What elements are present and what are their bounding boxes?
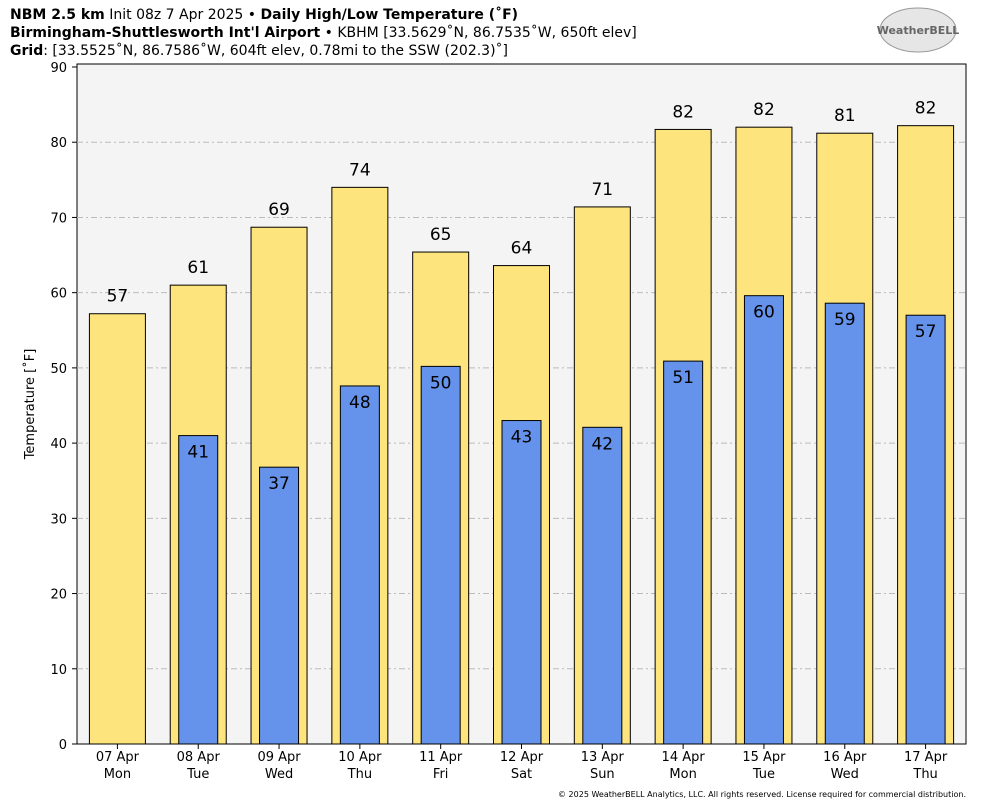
y-tick-label: 60 xyxy=(50,287,67,302)
y-tick-label: 90 xyxy=(50,61,67,76)
x-tick-label: 07 Apr xyxy=(96,750,140,765)
low-bar xyxy=(420,365,461,745)
footer: © 2025 WeatherBELL Analytics, LLC. All r… xyxy=(558,790,966,799)
low-bar xyxy=(582,426,623,745)
x-tick-weekday: Fri xyxy=(433,767,449,782)
y-tick-label: 30 xyxy=(50,512,67,527)
x-tick-weekday: Mon xyxy=(669,767,696,782)
x-tick-weekday: Tue xyxy=(752,767,775,782)
high-label: 81 xyxy=(834,106,856,126)
low-label: 50 xyxy=(430,373,452,393)
low-bar xyxy=(824,302,865,745)
product: Daily High/Low Temperature (˚F) xyxy=(261,6,519,23)
high-label: 82 xyxy=(915,99,937,119)
high-label: 65 xyxy=(430,225,452,245)
low-bar xyxy=(663,360,704,745)
low-label: 41 xyxy=(187,443,209,463)
header-line-2: Birmingham-Shuttlesworth Int'l Airport •… xyxy=(10,24,637,41)
high-label: 64 xyxy=(511,239,533,259)
x-tick-label: 11 Apr xyxy=(419,750,463,765)
grid-info: : [33.5525˚N, 86.7586˚W, 604ft elev, 0.7… xyxy=(43,42,508,59)
x-tick-label: 14 Apr xyxy=(662,750,706,765)
high-label: 61 xyxy=(187,258,209,278)
x-tick-label: 15 Apr xyxy=(742,750,786,765)
high-bar xyxy=(88,313,146,745)
y-tick-label: 20 xyxy=(50,588,67,603)
x-tick-weekday: Wed xyxy=(831,767,859,782)
station: Birmingham-Shuttlesworth Int'l Airport xyxy=(10,25,320,41)
x-tick-weekday: Sat xyxy=(511,767,532,782)
x-tick-weekday: Wed xyxy=(265,767,293,782)
low-label: 60 xyxy=(753,303,775,323)
x-tick-label: 10 Apr xyxy=(338,750,382,765)
low-bar xyxy=(743,295,784,745)
x-tick-label: 16 Apr xyxy=(823,750,867,765)
y-tick-label: 80 xyxy=(50,136,67,151)
x-tick-weekday: Tue xyxy=(186,767,209,782)
x-tick-weekday: Sun xyxy=(590,767,615,782)
low-label: 51 xyxy=(672,368,694,388)
low-label: 43 xyxy=(511,428,533,448)
x-tick-weekday: Thu xyxy=(347,767,372,782)
high-label: 82 xyxy=(753,100,775,120)
low-bar xyxy=(259,466,300,745)
header-line-3: Grid: [33.5525˚N, 86.7586˚W, 604ft elev,… xyxy=(10,42,508,59)
y-tick-label: 70 xyxy=(50,211,67,226)
high-label: 57 xyxy=(107,287,129,307)
x-tick-label: 12 Apr xyxy=(500,750,544,765)
x-tick-label: 13 Apr xyxy=(581,750,625,765)
header-line-1: NBM 2.5 km Init 08z 7 Apr 2025 • Daily H… xyxy=(10,6,518,23)
y-tick-label: 10 xyxy=(50,663,67,678)
station-info: • KBHM [33.5629˚N, 86.7535˚W, 650ft elev… xyxy=(320,24,637,41)
high-label: 69 xyxy=(268,200,290,220)
y-tick-label: 0 xyxy=(59,738,67,753)
high-label: 71 xyxy=(591,180,613,200)
low-bar xyxy=(501,420,542,745)
grid-label: Grid xyxy=(10,43,43,59)
low-label: 48 xyxy=(349,393,371,413)
low-label: 57 xyxy=(915,322,937,342)
y-axis-label: Temperature [˚F] xyxy=(22,349,38,461)
x-tick-label: 17 Apr xyxy=(904,750,948,765)
low-label: 37 xyxy=(268,474,290,494)
low-label: 42 xyxy=(591,434,613,454)
logo-badge xyxy=(879,7,957,53)
x-tick-weekday: Thu xyxy=(912,767,937,782)
x-tick-label: 09 Apr xyxy=(257,750,301,765)
logo: WeatherBELL xyxy=(877,24,960,37)
x-tick-label: 08 Apr xyxy=(177,750,221,765)
high-label: 74 xyxy=(349,160,371,180)
init: Init 08z 7 Apr 2025 • xyxy=(105,7,261,23)
low-bar xyxy=(905,314,946,745)
low-bar xyxy=(339,385,380,745)
y-tick-label: 50 xyxy=(50,362,67,377)
high-label: 82 xyxy=(672,102,694,122)
x-tick-weekday: Mon xyxy=(104,767,131,782)
title: NBM 2.5 km xyxy=(10,7,105,23)
low-label: 59 xyxy=(834,310,856,330)
low-bar xyxy=(178,435,219,745)
y-tick-label: 40 xyxy=(50,437,67,452)
